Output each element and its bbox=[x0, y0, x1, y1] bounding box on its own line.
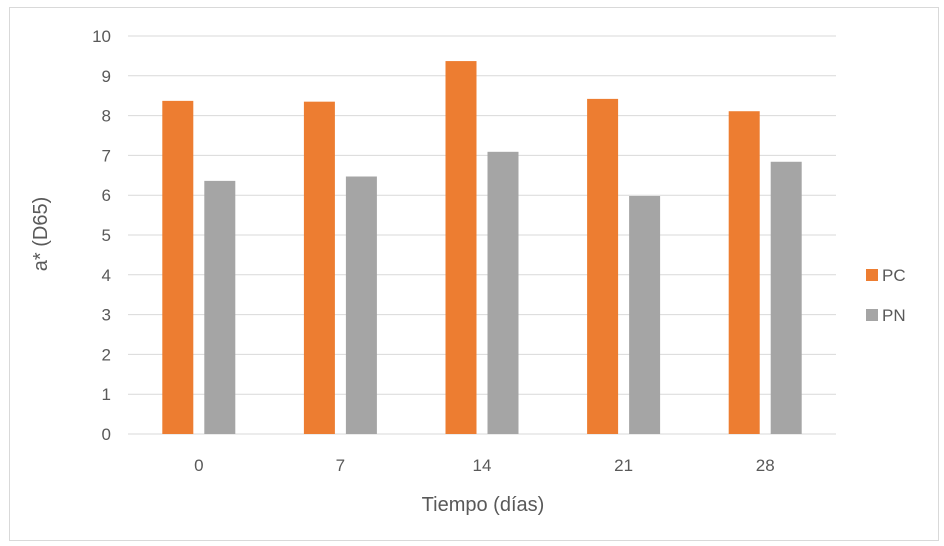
y-tick-label: 2 bbox=[102, 345, 111, 364]
bar-pc-14 bbox=[445, 61, 477, 434]
y-tick-label: 4 bbox=[102, 266, 111, 285]
y-tick-label: 7 bbox=[102, 146, 111, 165]
x-axis-title: Tiempo (días) bbox=[422, 494, 545, 516]
bar-pc-21 bbox=[587, 98, 619, 434]
legend-swatch-pc bbox=[866, 269, 878, 281]
y-tick-label: 9 bbox=[102, 67, 111, 86]
y-axis-title: a* (D65) bbox=[30, 197, 52, 271]
bar-pc-7 bbox=[303, 101, 335, 435]
bar-pn-21 bbox=[629, 195, 661, 434]
bar-pn-14 bbox=[487, 151, 519, 434]
legend: PC PN bbox=[866, 266, 906, 325]
bar-pn-7 bbox=[345, 176, 377, 434]
legend-swatch-pn bbox=[866, 309, 878, 321]
y-tick-label: 8 bbox=[102, 107, 111, 126]
x-tick-labels: 0 7 14 21 28 bbox=[194, 456, 775, 475]
y-tick-label: 6 bbox=[102, 186, 111, 205]
x-tick-label: 14 bbox=[473, 456, 492, 475]
legend-label-pn: PN bbox=[882, 306, 906, 325]
bar-pn-28 bbox=[770, 161, 802, 434]
y-tick-label: 1 bbox=[102, 385, 111, 404]
y-tick-label: 5 bbox=[102, 226, 111, 245]
x-tick-label: 0 bbox=[194, 456, 203, 475]
bars bbox=[162, 61, 802, 435]
gridlines bbox=[128, 35, 836, 435]
x-tick-label: 21 bbox=[614, 456, 633, 475]
legend-label-pc: PC bbox=[882, 266, 906, 285]
bar-pc-28 bbox=[728, 111, 760, 435]
y-tick-label: 0 bbox=[102, 425, 111, 444]
bar-pc-0 bbox=[162, 100, 194, 435]
x-tick-label: 28 bbox=[756, 456, 775, 475]
bar-pn-0 bbox=[204, 180, 236, 434]
y-tick-label: 3 bbox=[102, 306, 111, 325]
x-tick-label: 7 bbox=[336, 456, 345, 475]
y-tick-labels: 0 1 2 3 4 5 6 7 8 9 10 bbox=[92, 27, 111, 444]
y-tick-label: 10 bbox=[92, 27, 111, 46]
